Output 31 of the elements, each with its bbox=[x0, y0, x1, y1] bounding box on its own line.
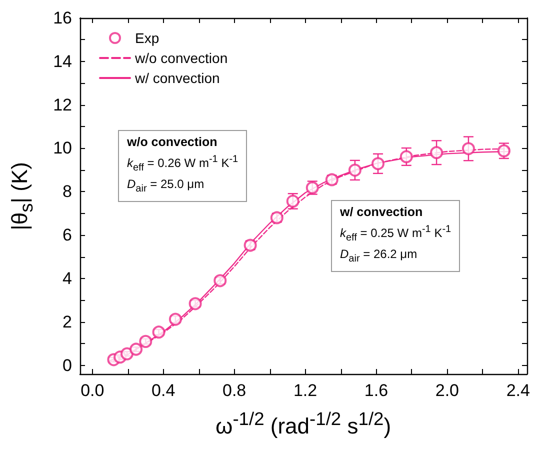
point bbox=[430, 146, 444, 160]
legend-label: Exp bbox=[135, 30, 160, 46]
point bbox=[462, 142, 475, 156]
y-tick-label: 0 bbox=[62, 356, 72, 375]
point bbox=[214, 274, 227, 288]
x-tick-label: 2.0 bbox=[435, 381, 459, 400]
point bbox=[152, 326, 166, 339]
y-tick-label: 12 bbox=[53, 95, 72, 114]
x-axis-title: ω$^{-1/2}$ (rad$^{-1/2}$ s$^{1/2}$) bbox=[216, 408, 392, 440]
point bbox=[188, 297, 202, 310]
y-tick-label: 4 bbox=[62, 268, 72, 288]
x-tick-label: 2.4 bbox=[506, 381, 530, 400]
y-tick-label: 10 bbox=[53, 138, 72, 158]
text: w/o convection k$_{eff}$ = 0.26 W m$^{-1}$ K$^{-1}$ D$_{air}$ = 25.0 μm bbox=[127, 135, 238, 195]
x-tick-label: 1.2 bbox=[293, 381, 318, 400]
point bbox=[348, 164, 362, 177]
point bbox=[400, 150, 413, 164]
legend-label: w/ convection bbox=[134, 70, 220, 86]
y-tick-label: 8 bbox=[62, 182, 72, 202]
y-tick-label: 2 bbox=[62, 312, 72, 332]
x-tick-label: 0.8 bbox=[222, 381, 246, 400]
y-tick-label: 14 bbox=[53, 52, 72, 71]
x-tick-label: 0.0 bbox=[80, 381, 104, 400]
point bbox=[168, 312, 182, 326]
text: w/ convection k$_{eff}$ = 0.25 W m$^{-1}$ K$^{-1}$ D$_{air}$ = 26.2 μm bbox=[340, 205, 452, 265]
y-tick-label: 6 bbox=[62, 226, 72, 245]
point bbox=[372, 157, 384, 170]
y-tick-label: 16 bbox=[53, 8, 72, 28]
legend-label: w/o convection bbox=[134, 50, 228, 66]
x-tick-label: 1.6 bbox=[364, 381, 388, 400]
x-tick-label: 0.4 bbox=[152, 381, 176, 400]
